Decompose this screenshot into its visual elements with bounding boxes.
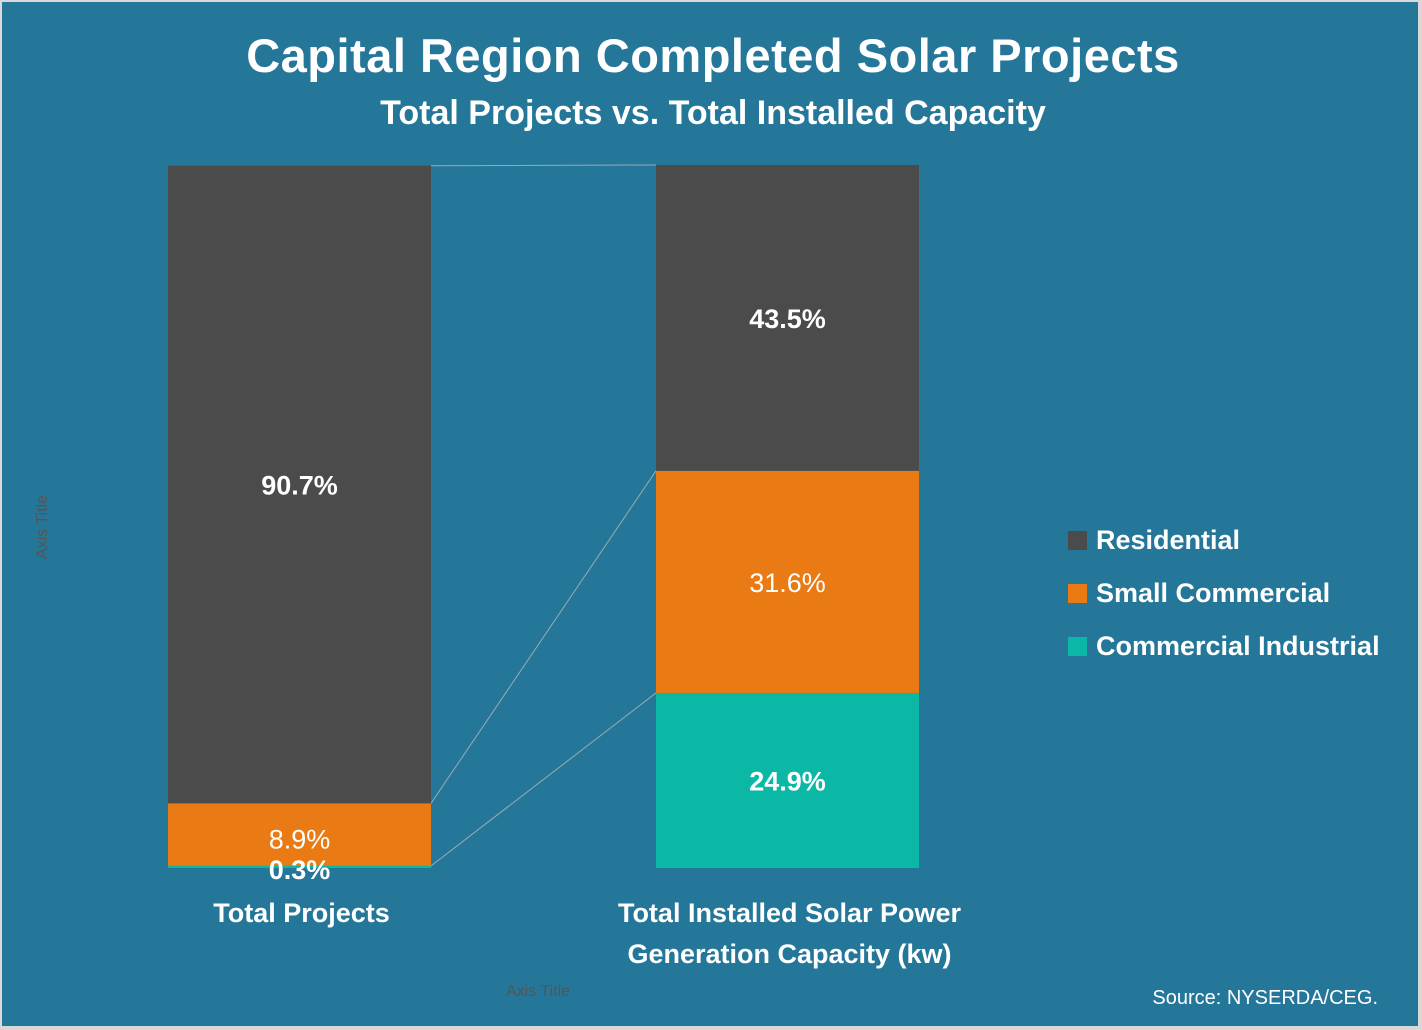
series-line-commercial-industrial	[430, 692, 657, 867]
data-label-small-commercial-capacity: 31.6%	[749, 568, 826, 598]
data-label-small-commercial-total-projects: 8.9%	[269, 825, 331, 855]
legend-swatch-residential	[1068, 531, 1087, 550]
bar-commercial-industrial-capacity[interactable]	[656, 692, 919, 868]
legend: Residential Small Commercial Commercial …	[1068, 514, 1380, 673]
chart-subtitle: Total Projects vs. Total Installed Capac…	[380, 94, 1046, 132]
legend-label: Small Commercial	[1096, 578, 1331, 608]
x-tick-label-capacity: Total Installed Solar Power Generation Ca…	[618, 898, 962, 969]
data-label-residential-total-projects: 90.7%	[261, 471, 338, 501]
legend-item-commercial-industrial[interactable]: Commercial Industrial	[1068, 620, 1380, 673]
bar-residential-total-projects[interactable]	[168, 165, 431, 804]
bar-small-commercial-total-projects[interactable]	[168, 803, 431, 866]
data-label-commercial-industrial-capacity: 24.9%	[749, 766, 826, 796]
data-labels: 0.3% 24.9% 8.9% 31.6% 90.7% 43.5%	[261, 304, 826, 885]
data-label-commercial-industrial-total-projects: 0.3%	[269, 855, 331, 885]
legend-swatch-commercial-industrial	[1068, 637, 1087, 656]
data-label-residential-capacity: 43.5%	[749, 304, 826, 334]
chart-title: Capital Region Completed Solar Projects	[246, 29, 1180, 82]
legend-item-residential[interactable]: Residential	[1068, 514, 1380, 567]
legend-swatch-small-commercial	[1068, 584, 1087, 603]
legend-item-small-commercial[interactable]: Small Commercial	[1068, 567, 1380, 620]
series-lines	[430, 164, 657, 867]
series-line-small-commercial	[430, 470, 657, 804]
source-note: Source: NYSERDA/CEG.	[1152, 987, 1378, 1009]
legend-label: Residential	[1096, 525, 1241, 555]
bar-commercial-industrial-total-projects[interactable]	[168, 865, 431, 868]
x-axis-tick-labels: Total Projects Total Installed Solar Powe…	[213, 898, 961, 969]
bar-residential-capacity[interactable]	[656, 165, 919, 471]
bars	[168, 165, 919, 868]
bar-small-commercial-capacity[interactable]	[656, 470, 919, 693]
legend-label: Commercial Industrial	[1096, 631, 1380, 661]
x-tick-label-total-projects: Total Projects	[213, 898, 390, 928]
x-axis-title: Axis Title	[506, 983, 571, 1000]
series-line-residential	[430, 164, 657, 167]
